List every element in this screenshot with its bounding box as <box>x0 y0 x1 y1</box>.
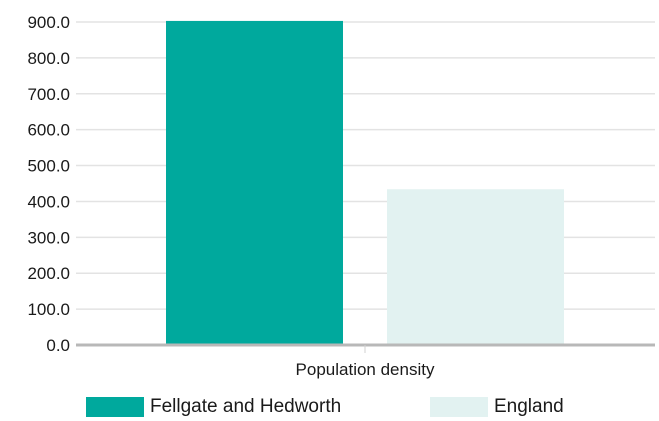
y-tick-label: 300.0 <box>27 228 70 247</box>
y-tick-label: 400.0 <box>27 192 70 211</box>
bars <box>166 20 564 345</box>
y-axis-tick-labels: 0.0 100.0 200.0 300.0 400.0 500.0 600.0 700.0 80… <box>27 13 70 355</box>
legend-swatch-series-1 <box>86 397 144 417</box>
legend-item-series-2: England <box>430 394 564 420</box>
bar-chart: 0.0 100.0 200.0 300.0 400.0 500.0 600.0 700.0 80… <box>27 13 655 379</box>
y-tick-label: 900.0 <box>27 13 70 32</box>
y-tick-label: 500.0 <box>27 157 70 176</box>
legend-swatch-series-2 <box>430 397 488 417</box>
y-tick-label: 0.0 <box>46 336 70 355</box>
bar-2 <box>387 189 564 345</box>
legend-label-series-2: England <box>494 396 564 417</box>
y-tick-label: 100.0 <box>27 300 70 319</box>
x-category-label: Population density <box>296 360 435 379</box>
y-tick-label: 800.0 <box>27 49 70 68</box>
legend-label-series-1: Fellgate and Hedworth <box>150 396 342 417</box>
y-tick-label: 600.0 <box>27 121 70 140</box>
legend: Fellgate and Hedworth England <box>0 394 659 420</box>
gridlines <box>76 21 655 310</box>
legend-item-series-1: Fellgate and Hedworth <box>86 394 341 420</box>
bar-1 <box>166 20 343 345</box>
y-tick-label: 700.0 <box>27 85 70 104</box>
y-tick-label: 200.0 <box>27 264 70 283</box>
